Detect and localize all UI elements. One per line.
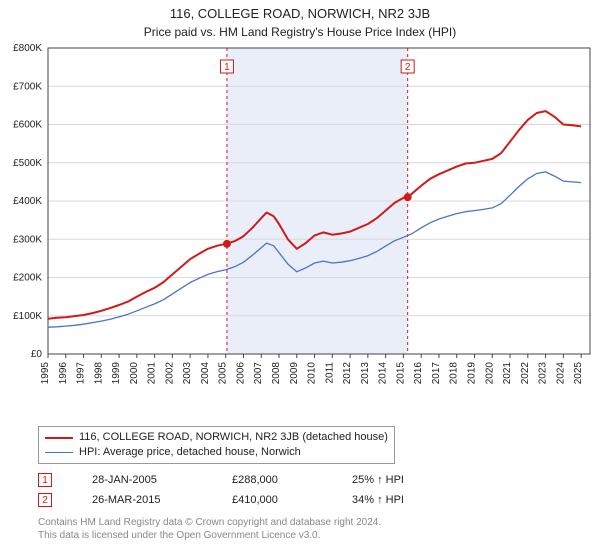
page-title: 116, COLLEGE ROAD, NORWICH, NR2 3JB bbox=[0, 0, 600, 21]
x-tick-label: 2000 bbox=[129, 362, 140, 385]
x-tick-label: 1996 bbox=[58, 362, 69, 385]
legend-swatch bbox=[45, 437, 73, 439]
line-chart-svg: £0 £100K £200K £300K £400K £500K £600K £700K £80… bbox=[0, 42, 600, 422]
x-tick-label: 2022 bbox=[520, 362, 531, 385]
x-tick-label: 2001 bbox=[147, 362, 158, 385]
chart-area: £0 £100K £200K £300K £400K £500K £600K £700K £80… bbox=[0, 42, 600, 422]
sale-date: 26-MAR-2015 bbox=[92, 494, 192, 506]
sale-row: 1 28-JAN-2005 £288,000 25% ↑ HPI bbox=[38, 470, 404, 490]
x-tick-label: 2018 bbox=[449, 362, 460, 385]
y-tick-label: £100K bbox=[13, 311, 42, 322]
x-tick-label: 2021 bbox=[502, 362, 513, 385]
sale-date: 28-JAN-2005 bbox=[92, 474, 192, 486]
x-tick-label: 2004 bbox=[200, 362, 211, 385]
x-tick-label: 2011 bbox=[324, 362, 335, 384]
sale-diff: 34% ↑ HPI bbox=[352, 494, 404, 506]
footer-line-2: This data is licensed under the Open Gov… bbox=[38, 529, 381, 542]
sale-price: £410,000 bbox=[232, 494, 312, 506]
chart-container: 116, COLLEGE ROAD, NORWICH, NR2 3JB Pric… bbox=[0, 0, 600, 560]
y-tick-label: £300K bbox=[13, 234, 42, 245]
legend-item: HPI: Average price, detached house, Norw… bbox=[45, 445, 388, 460]
footer-attribution: Contains HM Land Registry data © Crown c… bbox=[38, 516, 381, 542]
x-tick-label: 2014 bbox=[378, 362, 389, 385]
x-tick-label: 2003 bbox=[182, 362, 193, 385]
footer-line-1: Contains HM Land Registry data © Crown c… bbox=[38, 516, 381, 529]
x-tick-label: 2019 bbox=[466, 362, 477, 385]
legend-label: 116, COLLEGE ROAD, NORWICH, NR2 3JB (det… bbox=[79, 430, 388, 445]
x-tick-label: 2007 bbox=[253, 362, 264, 385]
x-tick-label: 2025 bbox=[573, 362, 584, 385]
x-tick-label: 1997 bbox=[76, 362, 87, 385]
y-tick-label: £600K bbox=[13, 120, 42, 131]
y-tick-label: £700K bbox=[13, 81, 42, 92]
x-tick-label: 2006 bbox=[235, 362, 246, 385]
x-tick-label: 2015 bbox=[395, 362, 406, 385]
sale-point bbox=[404, 193, 412, 201]
legend-label: HPI: Average price, detached house, Norw… bbox=[79, 445, 301, 460]
x-tick-label: 2023 bbox=[538, 362, 549, 385]
legend-item: 116, COLLEGE ROAD, NORWICH, NR2 3JB (det… bbox=[45, 430, 388, 445]
sale-point bbox=[223, 240, 231, 248]
x-tick-label: 1995 bbox=[40, 362, 51, 385]
legend-swatch bbox=[45, 452, 73, 453]
x-tick-label: 2024 bbox=[555, 362, 566, 385]
x-tick-label: 2016 bbox=[413, 362, 424, 385]
sale-marker-label: 1 bbox=[224, 62, 230, 73]
sale-price: £288,000 bbox=[232, 474, 312, 486]
page-subtitle: Price paid vs. HM Land Registry's House … bbox=[0, 21, 600, 43]
y-tick-label: £0 bbox=[31, 349, 43, 360]
y-tick-label: £500K bbox=[13, 158, 42, 169]
y-tick-label: £800K bbox=[13, 43, 42, 54]
sale-marker-box: 1 bbox=[38, 473, 52, 487]
x-tick-label: 2013 bbox=[360, 362, 371, 385]
sale-marker-label: 2 bbox=[405, 62, 411, 73]
x-tick-label: 2012 bbox=[342, 362, 353, 385]
y-tick-label: £200K bbox=[13, 273, 42, 284]
x-tick-label: 2017 bbox=[431, 362, 442, 385]
y-tick-label: £400K bbox=[13, 196, 42, 207]
sale-marker-box: 2 bbox=[38, 493, 52, 507]
x-tick-label: 1998 bbox=[93, 362, 104, 385]
x-tick-label: 2009 bbox=[289, 362, 300, 385]
x-tick-label: 2002 bbox=[164, 362, 175, 385]
x-tick-label: 2008 bbox=[271, 362, 282, 385]
sales-table: 1 28-JAN-2005 £288,000 25% ↑ HPI 2 26-MAR-201… bbox=[38, 470, 404, 510]
sale-diff: 25% ↑ HPI bbox=[352, 474, 404, 486]
x-tick-label: 2010 bbox=[307, 362, 318, 385]
legend: 116, COLLEGE ROAD, NORWICH, NR2 3JB (det… bbox=[38, 426, 395, 464]
x-tick-label: 1999 bbox=[111, 362, 122, 385]
sale-row: 2 26-MAR-2015 £410,000 34% ↑ HPI bbox=[38, 490, 404, 510]
x-tick-label: 2020 bbox=[484, 362, 495, 385]
x-tick-label: 2005 bbox=[218, 362, 229, 385]
